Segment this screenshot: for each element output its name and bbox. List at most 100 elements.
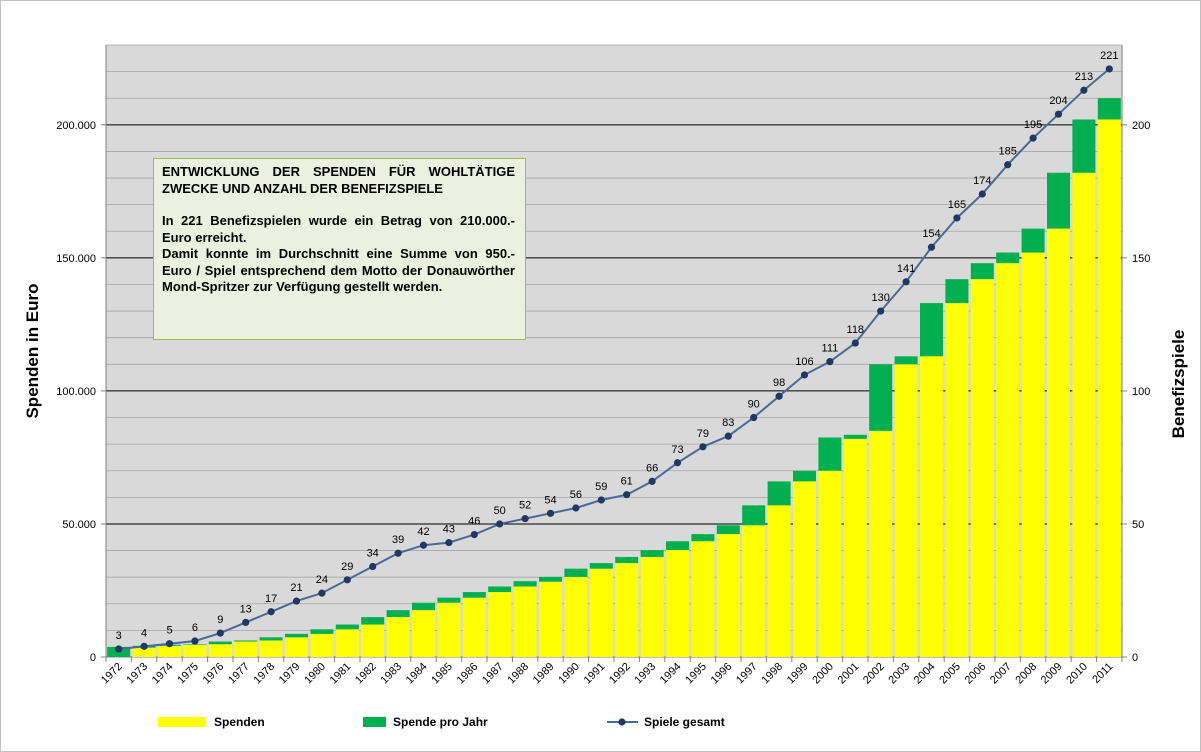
bar-spende-pro-jahr xyxy=(996,252,1020,264)
line-point-spiele-gesamt xyxy=(369,562,377,571)
bar-spende-pro-jahr xyxy=(488,586,512,593)
line-point-spiele-gesamt xyxy=(1004,161,1012,169)
data-label-spiele-gesamt: 213 xyxy=(1075,71,1093,83)
left-axis-tick-label: 150.000 xyxy=(56,253,96,265)
bar-spenden xyxy=(996,263,1020,657)
bar-spenden xyxy=(666,550,689,657)
data-label-spiele-gesamt: 17 xyxy=(265,593,277,605)
bar-spende-pro-jahr xyxy=(564,568,588,577)
left-axis-tick-label: 50.000 xyxy=(62,519,96,531)
data-label-spiele-gesamt: 39 xyxy=(392,534,404,546)
bar-spenden xyxy=(132,647,156,657)
line-point-spiele-gesamt xyxy=(546,509,555,517)
x-axis-tick-label: 1985 xyxy=(429,661,455,687)
data-label-spiele-gesamt: 111 xyxy=(822,343,839,355)
x-axis-tick-label: 1993 xyxy=(632,661,658,687)
data-label-spiele-gesamt: 46 xyxy=(468,516,480,528)
line-point-spiele-gesamt xyxy=(1080,86,1088,94)
line-point-spiele-gesamt xyxy=(216,629,224,637)
data-label-spiele-gesamt: 221 xyxy=(1100,50,1118,62)
x-axis-tick-label: 2001 xyxy=(836,661,862,687)
bar-spende-pro-jahr xyxy=(818,437,842,471)
info-text-box: ENTWICKLUNG DER SPENDEN FÜR WOHLTÄTIGE Z… xyxy=(153,158,526,340)
data-label-spiele-gesamt: 13 xyxy=(240,603,252,615)
line-point-spiele-gesamt xyxy=(242,618,250,627)
left-axis-tick-label: 100.000 xyxy=(56,386,96,398)
bar-spende-pro-jahr xyxy=(666,541,689,551)
x-axis-tick-label: 1994 xyxy=(658,661,684,687)
data-label-spiele-gesamt: 185 xyxy=(999,146,1017,158)
bar-spenden xyxy=(1072,172,1096,657)
line-spiele-gesamt xyxy=(118,68,1110,650)
bar-spende-pro-jahr xyxy=(716,525,740,535)
line-point-spiele-gesamt xyxy=(115,645,123,653)
x-axis-tick-label: 1973 xyxy=(124,661,150,687)
bar-spende-pro-jahr xyxy=(539,576,562,582)
x-axis-tick-label: 1984 xyxy=(404,661,430,687)
legend-label-spende-pro-jahr: Spende pro Jahr xyxy=(393,715,488,729)
bar-spende-pro-jahr xyxy=(437,597,461,603)
bar-spenden xyxy=(183,644,207,657)
x-axis-tick-label: 1999 xyxy=(785,661,811,687)
bar-spende-pro-jahr xyxy=(640,550,664,557)
x-axis-tick-label: 2004 xyxy=(912,661,938,687)
x-axis-tick-label: 2006 xyxy=(963,661,989,687)
line-point-spiele-gesamt xyxy=(470,531,478,539)
x-axis-tick-label: 2011 xyxy=(1090,661,1115,686)
bar-spenden xyxy=(1047,228,1070,657)
x-axis-tick-label: 1995 xyxy=(683,661,709,687)
line-point-spiele-gesamt xyxy=(800,371,809,379)
x-axis-tick-label: 2008 xyxy=(1013,661,1039,687)
bar-spenden xyxy=(742,525,766,657)
bar-spende-pro-jahr xyxy=(1047,172,1070,229)
data-label-spiele-gesamt: 195 xyxy=(1024,119,1042,131)
line-point-spiele-gesamt xyxy=(978,190,986,198)
line-point-spiele-gesamt xyxy=(1029,134,1037,142)
line-point-spiele-gesamt xyxy=(724,432,732,440)
bar-spenden xyxy=(437,602,461,657)
x-axis-tick-label: 1975 xyxy=(175,661,201,687)
line-point-spiele-gesamt xyxy=(927,243,936,251)
data-label-spiele-gesamt: 34 xyxy=(367,548,379,560)
plot-area xyxy=(106,45,1122,657)
line-point-spiele-gesamt xyxy=(623,491,631,499)
line-point-spiele-gesamt xyxy=(140,642,148,650)
bar-spende-pro-jahr xyxy=(234,640,258,642)
right-axis-tick-label: 50 xyxy=(1132,519,1144,531)
data-label-spiele-gesamt: 21 xyxy=(290,582,302,594)
x-axis-tick-label: 1982 xyxy=(353,661,379,687)
right-axis-tick-label: 150 xyxy=(1132,253,1150,265)
line-point-spiele-gesamt xyxy=(775,392,783,400)
bar-spenden xyxy=(920,356,943,657)
data-label-spiele-gesamt: 42 xyxy=(417,526,429,538)
x-axis-tick-label: 2009 xyxy=(1039,661,1065,687)
x-axis-tick-label: 1997 xyxy=(734,661,760,687)
line-point-spiele-gesamt xyxy=(318,589,326,597)
line-point-spiele-gesamt xyxy=(750,413,758,422)
x-axis-tick-label: 1998 xyxy=(759,661,785,687)
bar-spenden xyxy=(1021,252,1045,657)
line-point-spiele-gesamt xyxy=(851,339,859,347)
data-label-spiele-gesamt: 66 xyxy=(646,462,658,474)
bar-spenden xyxy=(589,568,613,657)
data-label-spiele-gesamt: 59 xyxy=(595,481,607,493)
x-axis-tick-label: 2000 xyxy=(810,661,836,687)
data-label-spiele-gesamt: 79 xyxy=(697,428,709,440)
info-box-title: ENTWICKLUNG DER SPENDEN FÜR WOHLTÄTIGE Z… xyxy=(162,164,515,196)
line-point-spiele-gesamt xyxy=(267,608,275,616)
bar-spenden xyxy=(818,470,842,657)
data-label-spiele-gesamt: 204 xyxy=(1049,95,1067,107)
bar-spende-pro-jahr xyxy=(970,263,994,280)
bar-spende-pro-jahr xyxy=(945,279,969,304)
x-axis-tick-label: 1974 xyxy=(150,661,176,687)
data-label-spiele-gesamt: 50 xyxy=(494,505,506,517)
bar-spende-pro-jahr xyxy=(513,581,537,587)
bar-spenden xyxy=(767,505,791,657)
line-point-spiele-gesamt xyxy=(1054,110,1063,118)
line-point-spiele-gesamt xyxy=(165,640,174,648)
data-label-spiele-gesamt: 24 xyxy=(316,574,328,586)
left-axis-tick-label: 0 xyxy=(90,652,96,664)
bar-spenden xyxy=(310,633,334,657)
bar-spende-pro-jahr xyxy=(1072,119,1096,173)
